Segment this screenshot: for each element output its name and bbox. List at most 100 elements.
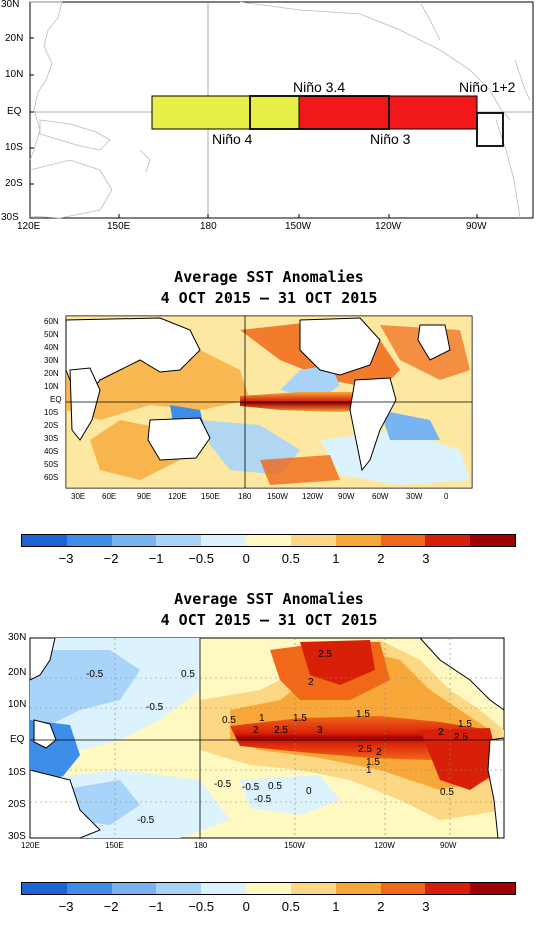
global-lat-10n: 10N xyxy=(44,382,59,391)
pac-lat-30n: 30N xyxy=(8,632,27,643)
global-lon-30e: 30E xyxy=(71,492,86,501)
nino-map-svg xyxy=(29,1,534,219)
contour-label: 2 xyxy=(438,727,444,738)
cbar2-swatch xyxy=(470,883,515,894)
global-lat-60n: 60N xyxy=(44,317,59,326)
cbar2-label: 3 xyxy=(422,899,430,914)
contour-label: -0.5 xyxy=(137,815,155,826)
cbar1-swatch xyxy=(246,535,291,546)
panel2-date: 4 OCT 2015 – 31 OCT 2015 xyxy=(160,289,378,307)
nino12-box xyxy=(476,112,504,147)
contour-label: 0.5 xyxy=(268,781,282,792)
global-lon-120e: 120E xyxy=(168,492,187,501)
global-lat-40s: 40S xyxy=(44,447,59,456)
global-lon-120w: 120W xyxy=(302,492,323,501)
pac-lat-10s: 10S xyxy=(8,767,26,778)
cbar1-swatch xyxy=(335,535,381,546)
cbar2-label: −1 xyxy=(148,899,164,914)
cbar2-swatch xyxy=(246,883,291,894)
cbar2-swatch xyxy=(425,883,471,894)
global-lon-60w: 60W xyxy=(372,492,389,501)
lon-tick-120w: 120W xyxy=(375,221,402,232)
lon-tick-120e: 120E xyxy=(17,221,41,232)
global-lon-30w: 30W xyxy=(406,492,423,501)
pac-lat-10n: 10N xyxy=(8,699,27,710)
cbar1-label: 0 xyxy=(242,551,250,566)
nino34-label: Niño 3.4 xyxy=(293,79,346,95)
contour-label: 3 xyxy=(317,725,323,736)
cbar2-label: 1 xyxy=(332,899,340,914)
global-lat-60s: 60S xyxy=(44,473,59,482)
global-lon-0: 0 xyxy=(444,492,449,501)
contour-label: 2 xyxy=(376,747,382,758)
lon-tick-150w: 150W xyxy=(285,221,312,232)
global-sst-svg xyxy=(65,315,473,489)
pac-lat-20n: 20N xyxy=(8,667,27,678)
pac-lat-eq: EQ xyxy=(10,734,25,745)
global-lat-30s: 30S xyxy=(44,434,59,443)
panel3-date: 4 OCT 2015 – 31 OCT 2015 xyxy=(160,611,378,629)
contour-label: 0.5 xyxy=(440,787,454,798)
global-lon-90e: 90E xyxy=(137,492,152,501)
pacific-sst-svg xyxy=(29,637,505,839)
cbar1-label: −3 xyxy=(58,551,74,566)
contour-label: 0.5 xyxy=(181,669,195,680)
lat-tick-20s: 20S xyxy=(5,178,23,189)
contour-label: -0.5 xyxy=(242,782,260,793)
cbar2-label: −3 xyxy=(58,899,74,914)
cbar2-swatch xyxy=(290,883,336,894)
cbar1-label: −0.5 xyxy=(188,551,215,566)
cbar1-label: 2 xyxy=(377,551,385,566)
colorbar-2-labels: −3 −2 −1 −0.5 0 0.5 1 2 3 xyxy=(21,899,516,914)
pac-lon-180: 180 xyxy=(194,841,208,850)
nino3-box xyxy=(298,95,478,130)
global-sst-map: 60N 50N 40N 30N 20N 10N EQ 10S 20S 30S 4… xyxy=(0,310,538,510)
cbar1-label: 3 xyxy=(422,551,430,566)
cbar1-label: −2 xyxy=(103,551,119,566)
cbar2-label: 0 xyxy=(242,899,250,914)
pac-lon-90w: 90W xyxy=(440,841,457,850)
contour-label: -0.5 xyxy=(86,669,104,680)
cbar1-label: −1 xyxy=(148,551,164,566)
contour-label: -0.5 xyxy=(146,702,164,713)
lon-tick-150e: 150E xyxy=(107,221,131,232)
lon-tick-90w: 90W xyxy=(466,221,487,232)
cbar2-label: −2 xyxy=(103,899,119,914)
cbar2-swatch xyxy=(22,883,67,894)
panel3-title: Average SST Anomalies xyxy=(174,590,364,608)
colorbar-2 xyxy=(21,882,516,895)
cbar1-swatch xyxy=(66,535,112,546)
global-lat-50s: 50S xyxy=(44,460,59,469)
global-lat-20s: 20S xyxy=(44,421,59,430)
contour-label: 1.5 xyxy=(356,709,370,720)
contour-label: 1 xyxy=(366,765,372,776)
global-lat-20n: 20N xyxy=(44,369,59,378)
lat-tick-10s: 10S xyxy=(5,142,23,153)
global-lat-30n: 30N xyxy=(44,356,59,365)
contour-label: 2.5 xyxy=(454,732,468,743)
cbar1-swatch xyxy=(380,535,426,546)
cbar1-swatch xyxy=(425,535,471,546)
lat-tick-20n: 20N xyxy=(5,33,24,44)
cbar2-label: 2 xyxy=(377,899,385,914)
pac-lat-30s: 30S xyxy=(8,831,26,842)
contour-label: 1 xyxy=(259,713,265,724)
cbar1-label: 1 xyxy=(332,551,340,566)
lon-tick-180: 180 xyxy=(200,221,217,232)
cbar1-label: 0.5 xyxy=(281,551,300,566)
contour-label: 0.5 xyxy=(222,715,236,726)
global-lon-180: 180 xyxy=(238,492,252,501)
contour-label: -0.5 xyxy=(214,779,232,790)
pac-lat-20s: 20S xyxy=(8,799,26,810)
global-lat-40n: 40N xyxy=(44,343,59,352)
lat-tick-30s: 30S xyxy=(1,212,19,223)
panel2-title: Average SST Anomalies xyxy=(174,268,364,286)
contour-label: 1.5 xyxy=(366,757,380,768)
cbar1-swatch xyxy=(22,535,67,546)
pac-lon-120e: 120E xyxy=(21,841,40,850)
contour-label: 2.5 xyxy=(358,744,372,755)
contour-label: 2 xyxy=(253,725,259,736)
global-lat-10s: 10S xyxy=(44,408,59,417)
lat-tick-30n: 30N xyxy=(1,0,20,10)
global-lon-90w: 90W xyxy=(338,492,355,501)
